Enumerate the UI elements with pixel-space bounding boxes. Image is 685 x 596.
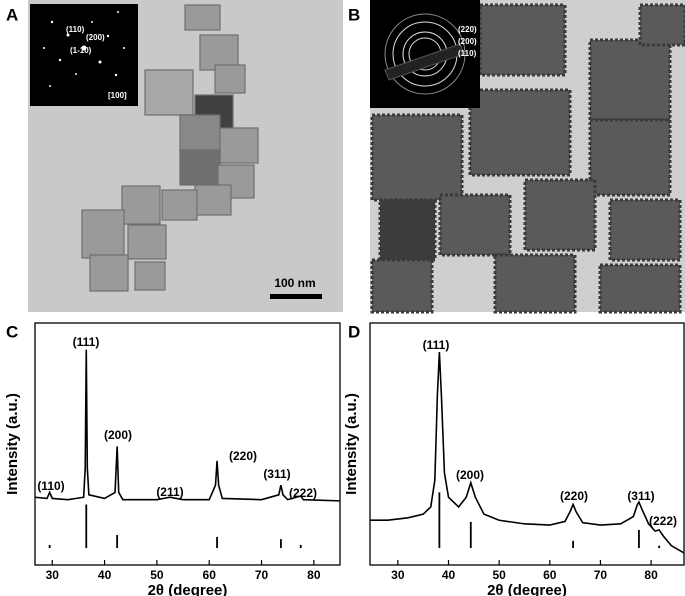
panel-b: (220) (200) (110) B <box>348 0 685 314</box>
x-tick-label: 60 <box>543 568 557 582</box>
inset-label: (220) <box>458 25 477 34</box>
x-axis-label: 2θ (degree) <box>487 582 567 596</box>
panel-label: B <box>348 5 360 24</box>
xrd-chart: 30 40 50 60 70 80 2θ (degree) Intensity (a.u.) C… <box>4 322 341 596</box>
peak-label: (200) <box>104 428 132 442</box>
x-tick-label: 30 <box>391 568 405 582</box>
peak-label: (111) <box>73 335 100 349</box>
peak-label: (220) <box>560 489 588 503</box>
peak-label: (311) <box>263 467 290 481</box>
inset-label: (110) <box>66 25 85 34</box>
y-axis-label: Intensity (a.u.) <box>343 393 360 495</box>
x-tick-label: 50 <box>150 568 164 582</box>
inset-label: (110) <box>458 49 477 58</box>
x-tick-label: 80 <box>307 568 321 582</box>
inset-label: (200) <box>86 33 105 42</box>
x-tick-label: 30 <box>46 568 60 582</box>
x-axis-label: 2θ (degree) <box>148 582 228 596</box>
x-tick-label: 40 <box>442 568 456 582</box>
beam-stop <box>384 43 465 81</box>
porous-cubes <box>370 3 685 314</box>
x-tick-label: 70 <box>255 568 269 582</box>
cubes <box>81 4 259 292</box>
panel-label: A <box>6 5 18 24</box>
peak-label: (220) <box>229 449 257 463</box>
x-tick-label: 50 <box>492 568 506 582</box>
x-tick-label: 70 <box>594 568 608 582</box>
peak-label: (222) <box>649 514 677 528</box>
x-tick-label: 60 <box>203 568 217 582</box>
peak-label: (211) <box>156 485 183 499</box>
xrd-chart: 30 40 50 60 70 80 2θ (degree) Intensity (a.u.) D… <box>343 322 685 596</box>
inset-label: [100] <box>108 91 127 100</box>
diffraction-spots <box>43 11 125 87</box>
plot-frame <box>34 322 341 566</box>
peak-label: (222) <box>289 486 317 500</box>
y-axis-label: Intensity (a.u.) <box>4 393 21 495</box>
plot-frame <box>369 322 685 566</box>
panel-label: D <box>348 322 360 341</box>
xrd-curve <box>370 352 685 554</box>
inset-label: (1-10) <box>70 46 92 55</box>
panel-a: (110) (200) (1-10) [100] 100 nm A <box>6 0 343 312</box>
diffraction-inset <box>30 4 138 106</box>
peak-label: (200) <box>456 468 484 482</box>
scale-bar-label: 100 nm <box>274 276 315 290</box>
x-tick-label: 80 <box>644 568 658 582</box>
peak-label: (311) <box>627 489 654 503</box>
x-tick-label: 40 <box>98 568 112 582</box>
peak-label: (110) <box>37 479 64 493</box>
peak-label: (111) <box>423 338 450 352</box>
xrd-curve <box>34 349 341 502</box>
inset-label: (200) <box>458 37 477 46</box>
xrd-charts: 30 40 50 60 70 80 2θ (degree) Intensity (a.u.) C… <box>4 322 685 596</box>
panel-label: C <box>6 322 18 341</box>
scale-bar <box>270 294 322 299</box>
